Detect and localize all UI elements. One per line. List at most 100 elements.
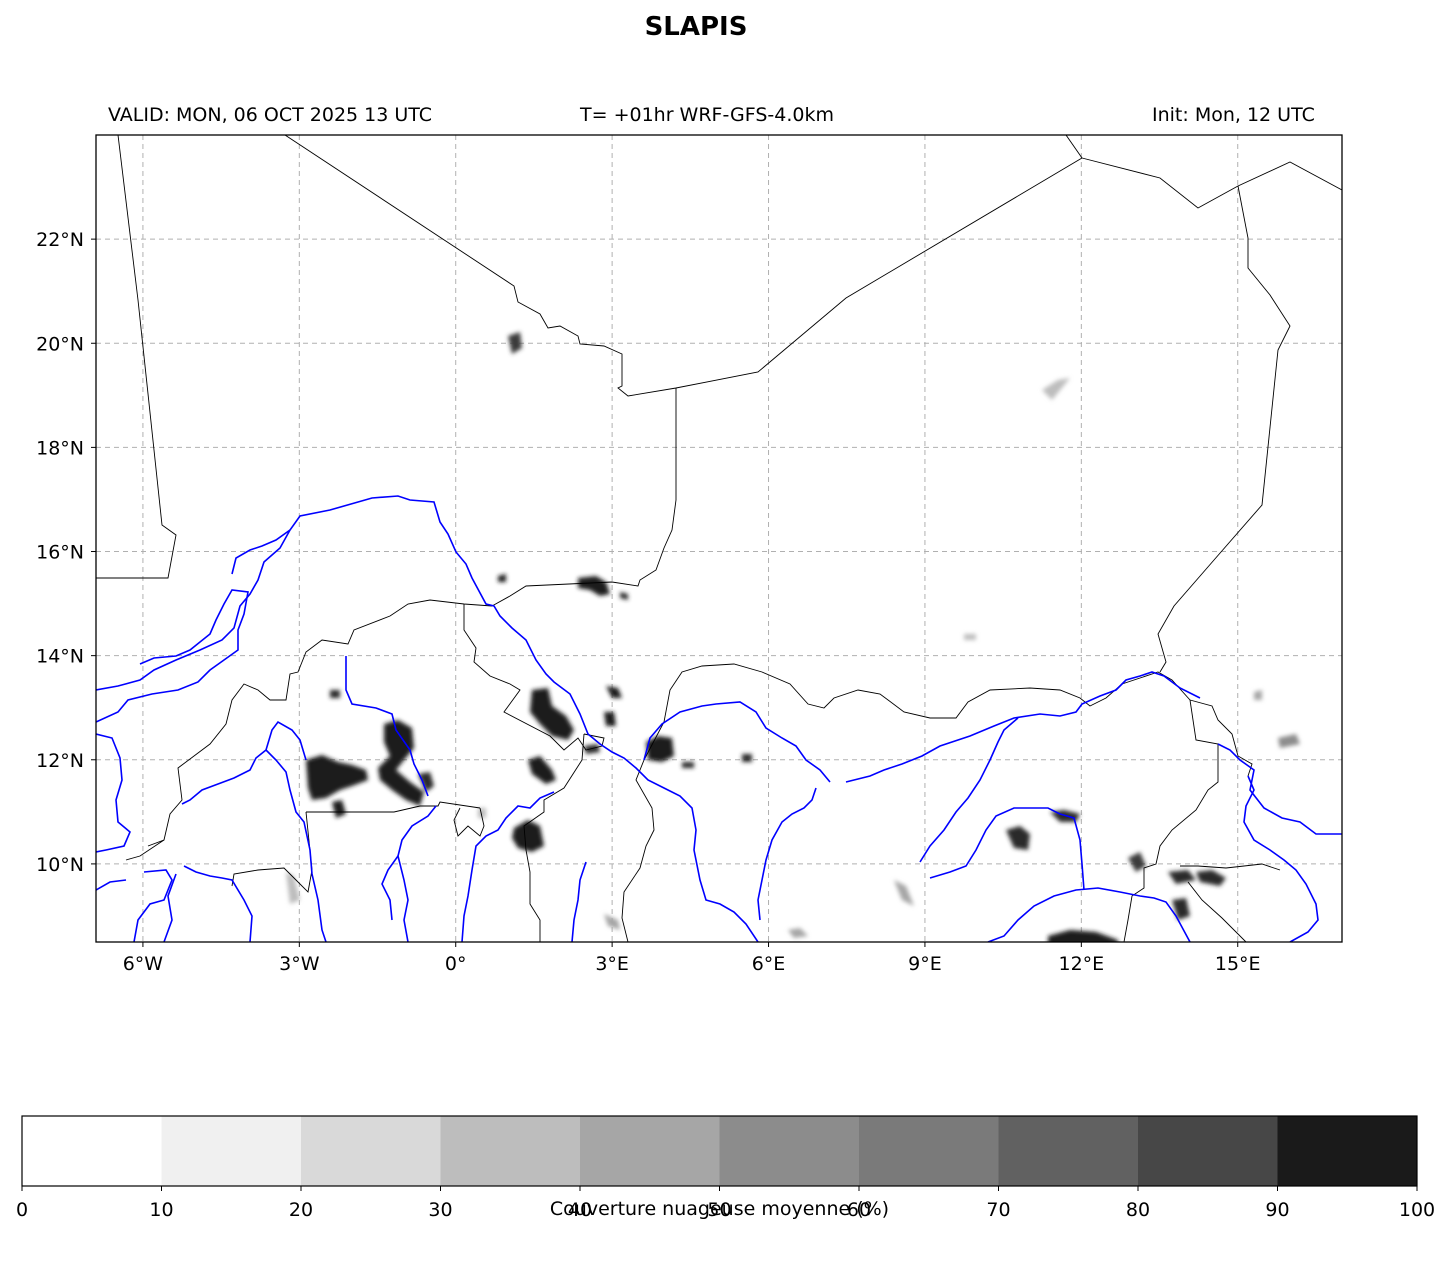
border-mali-niger: [491, 388, 677, 607]
lat-tick-label: 22°N: [36, 229, 84, 251]
cloud-cell: [306, 755, 368, 800]
colorbar-tick-label: 70: [986, 1199, 1010, 1221]
cloud-cell: [606, 686, 622, 698]
colorbar-segment: [22, 1116, 162, 1186]
cloud-cell: [788, 928, 808, 938]
lon-tick-label: 3°W: [279, 953, 320, 975]
map-frame: [95, 134, 1343, 943]
lat-tick-label: 20°N: [36, 333, 84, 355]
colorbar-tick-label: 90: [1265, 1199, 1289, 1221]
latitude-ticks: 10°N 12°N 14°N 16°N 18°N 20°N 22°N: [36, 229, 96, 876]
colorbar-segment: [580, 1116, 720, 1186]
river-volta-west: [181, 720, 307, 805]
river-benue: [987, 887, 1191, 942]
border-benin: [523, 733, 585, 942]
colorbar-segment: [719, 1116, 860, 1186]
cloud-cell: [530, 688, 574, 740]
river-black-volta: [345, 656, 429, 797]
colorbar-segment: [859, 1116, 999, 1186]
border-burkinafaso-ghana: [306, 801, 481, 813]
cloud-cover-layer: [286, 332, 1300, 942]
river-niger-inland: [96, 733, 131, 853]
map-area: [96, 135, 1342, 942]
colorbar-segment: [440, 1116, 581, 1186]
colorbar-tick-label: 50: [707, 1199, 731, 1221]
lon-tick-label: 9°E: [908, 953, 942, 975]
cloud-cell: [604, 712, 616, 726]
map-title: SLAPIS: [644, 12, 748, 42]
cloud-cell: [584, 744, 600, 754]
cloud-cell: [332, 800, 346, 818]
cloud-cell: [512, 820, 544, 852]
cloud-cell: [894, 880, 914, 906]
colorbar-tick-label: 0: [16, 1199, 28, 1221]
cloud-cell: [620, 592, 628, 600]
border-niger-chad-north: [1157, 185, 1291, 673]
forecast-model-label: T= +01hr WRF-GFS-4.0km: [580, 104, 834, 126]
cloud-cell: [1168, 870, 1196, 884]
colorbar-label: Couverture nuageuse moyenne (%): [549, 1198, 890, 1220]
border-chad-car: [1187, 881, 1247, 942]
lon-tick-label: 3°E: [595, 953, 629, 975]
colorbar-tick-label: 20: [289, 1199, 313, 1221]
cloud-cell: [478, 808, 486, 818]
cloud-cell: [1042, 378, 1070, 400]
river-bani: [96, 589, 249, 723]
cloud-cell: [1172, 898, 1190, 920]
border-togo-ghana: [453, 807, 485, 837]
lon-tick-label: 15°E: [1215, 953, 1261, 975]
river-oti-east: [461, 791, 555, 942]
river-volta-lake: [381, 855, 399, 921]
border-burkina-niger: [463, 604, 605, 751]
init-time-label: Init: Mon, 12 UTC: [1152, 104, 1315, 126]
border-benin-nigeria: [621, 759, 655, 942]
river-mono: [571, 861, 587, 942]
border-chad-cameroon: [1189, 699, 1253, 777]
river-niger-upper: [96, 495, 759, 942]
cloud-cell: [378, 720, 424, 806]
colorbar-segment: [998, 1116, 1139, 1186]
colorbar: 0 10 20 30 40 50 60 70 80 90 100: [16, 1115, 1435, 1221]
river-hadejia: [919, 717, 1019, 863]
border-ivorycoast-west: [125, 839, 165, 861]
river-sassandra: [163, 873, 177, 942]
border-cameroon-chad-south: [1180, 863, 1281, 871]
colorbar-segment: [1138, 1116, 1278, 1186]
country-borders: [96, 135, 1342, 942]
river-logone: [1243, 775, 1319, 942]
river-comoe: [96, 879, 127, 891]
border-algeria-mali: [284, 135, 1083, 397]
lat-tick-label: 16°N: [36, 542, 84, 564]
lat-tick-label: 12°N: [36, 750, 84, 772]
river-gongola: [929, 807, 1085, 891]
cloud-cell: [964, 634, 976, 640]
colorbar-tick-label: 100: [1399, 1199, 1435, 1221]
lon-tick-label: 6°W: [123, 953, 164, 975]
lon-tick-label: 6°E: [752, 953, 786, 975]
cloud-cell: [1048, 930, 1118, 942]
colorbar-segment: [301, 1116, 441, 1186]
colorbar-tick-label: 10: [149, 1199, 173, 1221]
cloud-cell: [418, 772, 434, 792]
river-komadugu: [845, 671, 1201, 783]
colorbar-tick-label: 60: [847, 1199, 871, 1221]
border-mauritania-mali: [96, 135, 177, 579]
river-bandama: [133, 869, 173, 942]
cloud-cell: [1254, 690, 1262, 700]
river-senegal-west: [231, 529, 291, 575]
colorbar-tick-label: 80: [1126, 1199, 1150, 1221]
river-chari: [1217, 743, 1342, 835]
rivers: [96, 495, 1342, 942]
cloud-cell: [1128, 852, 1146, 872]
colorbar-tick-label: 40: [568, 1199, 592, 1221]
border-niger-nigeria: [643, 663, 1191, 761]
lat-tick-label: 10°N: [36, 854, 84, 876]
cloud-cell: [682, 762, 694, 768]
river-white-volta: [183, 865, 253, 942]
colorbar-segment: [161, 1116, 302, 1186]
cloud-cell: [528, 756, 556, 784]
river-sokoto: [643, 701, 831, 783]
cloud-cell: [1278, 734, 1300, 748]
cloud-cell: [286, 872, 300, 904]
